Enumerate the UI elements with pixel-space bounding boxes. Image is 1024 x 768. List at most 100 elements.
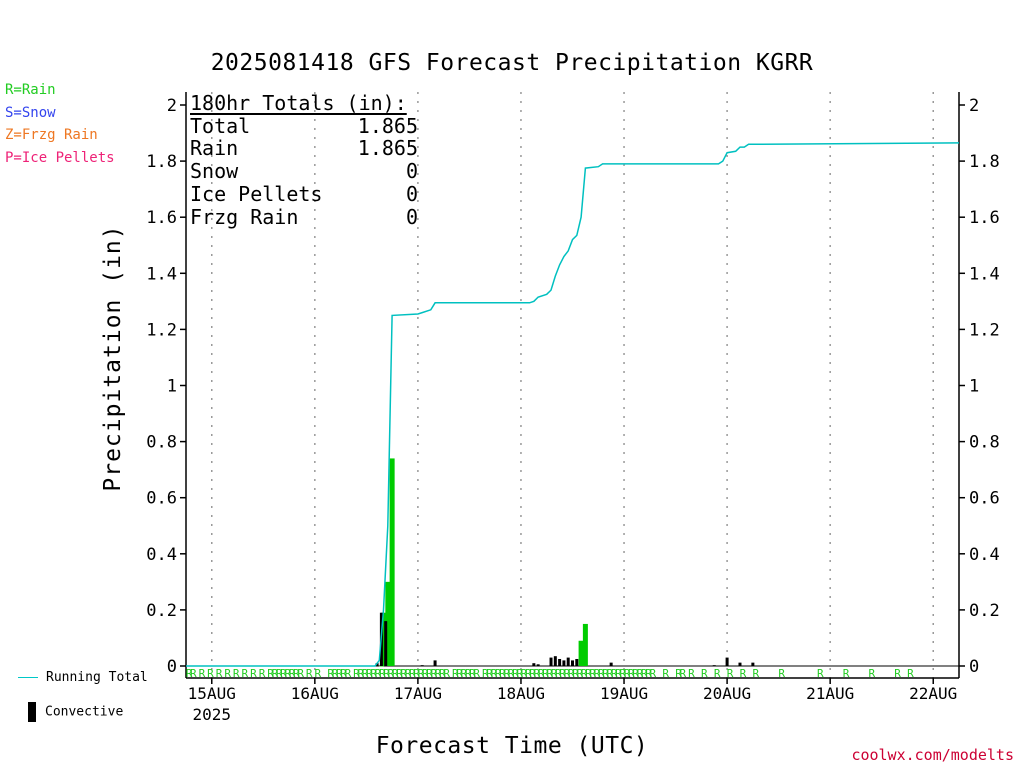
ptype-marker: R xyxy=(405,667,412,680)
ptype-marker: R xyxy=(439,667,446,680)
totals-value: 0 xyxy=(405,181,418,206)
y-tick-label: 0 xyxy=(167,657,177,677)
convective-bar xyxy=(536,664,540,666)
ptype-marker: R xyxy=(649,667,656,680)
ptype-marker: R xyxy=(388,667,395,680)
x-tick-label: 17AUG xyxy=(394,684,442,703)
ptype-marker: R xyxy=(340,667,347,680)
ptype-marker: R xyxy=(357,667,364,680)
ptype-marker: R xyxy=(190,667,197,680)
ptype-marker: R xyxy=(701,667,708,680)
ptype-marker: R xyxy=(503,667,510,680)
y-tick-label-right: 1.4 xyxy=(969,264,1000,284)
ptype-marker: R xyxy=(907,667,914,680)
convective-legend: Convective xyxy=(18,702,123,722)
ptype-marker: R xyxy=(469,667,476,680)
convective-bar xyxy=(575,658,579,666)
ptype-marker: R xyxy=(740,667,747,680)
convective-bar xyxy=(553,656,557,666)
ptype-marker: R xyxy=(894,667,901,680)
legend-snow: S=Snow xyxy=(5,104,56,121)
ptype-marker: R xyxy=(615,667,622,680)
x-tick-label: 15AUG xyxy=(188,684,236,703)
ptype-marker: R xyxy=(259,667,266,680)
ptype-marker: R xyxy=(641,667,648,680)
ptype-marker: R xyxy=(598,667,605,680)
chart-title: 2025081418 GFS Forecast Precipitation KG… xyxy=(210,50,814,76)
convective-bar xyxy=(562,660,566,666)
y-tick-label-right: 0.6 xyxy=(969,489,1000,509)
convective-bar xyxy=(558,658,562,666)
ptype-marker: R xyxy=(688,667,695,680)
ptype-marker: R xyxy=(435,667,442,680)
ptype-marker: R xyxy=(619,667,626,680)
y-tick-label-right: 0.8 xyxy=(969,433,1000,453)
x-tick-label: 19AUG xyxy=(600,684,648,703)
y-tick-label-right: 0.4 xyxy=(969,545,1000,565)
ptype-marker: R xyxy=(551,667,558,680)
convective-bar xyxy=(751,662,755,666)
ptype-marker: R xyxy=(714,667,721,680)
convective-bar xyxy=(433,660,437,666)
totals-label: Snow xyxy=(190,159,239,184)
convective-swatch xyxy=(28,702,36,722)
ptype-marker: R xyxy=(482,667,489,680)
ptype-marker: R xyxy=(332,667,339,680)
x-axis-label: Forecast Time (UTC) xyxy=(375,733,649,759)
ptype-marker: R xyxy=(525,667,532,680)
ptype-marker: R xyxy=(418,667,425,680)
ptype-marker: R xyxy=(508,667,515,680)
legend-rain: R=Rain xyxy=(5,82,56,98)
precip-type-legend: R=Rain S=Snow Z=Frzg Rain P=Ice Pellets xyxy=(5,79,115,169)
y-tick-label-right: 2 xyxy=(969,96,979,116)
ptype-marker: R xyxy=(542,667,549,680)
convective-bar xyxy=(712,665,716,667)
ptype-marker: R xyxy=(534,667,541,680)
rain-bar xyxy=(381,612,387,666)
running-total-label: Running Total xyxy=(46,670,148,685)
ptype-marker: R xyxy=(817,667,824,680)
ptype-marker: R xyxy=(413,667,420,680)
convective-bar xyxy=(571,660,574,666)
ptype-marker: R xyxy=(589,667,596,680)
ptype-marker: R xyxy=(297,667,304,680)
ptype-marker: R xyxy=(727,667,734,680)
ptype-marker: R xyxy=(869,667,876,680)
ptype-marker: R xyxy=(400,667,407,680)
convective-bar xyxy=(566,657,570,666)
ptype-marker: R xyxy=(353,667,360,680)
ptype-marker: R xyxy=(375,667,382,680)
ptype-marker: R xyxy=(336,667,343,680)
x-tick-label: 18AUG xyxy=(497,684,545,703)
ptype-marker: R xyxy=(753,667,760,680)
ptype-marker: R xyxy=(276,667,283,680)
y-tick-label-right: 1.6 xyxy=(969,208,1000,228)
ptype-marker: R xyxy=(293,667,300,680)
x-tick-label: 21AUG xyxy=(806,684,854,703)
totals-row-freezing-rain: Frzg Rain 0 xyxy=(190,205,418,229)
ptype-marker: R xyxy=(233,667,240,680)
rain-bar xyxy=(385,581,391,666)
ptype-marker: R xyxy=(345,667,352,680)
ptype-marker: R xyxy=(452,667,459,680)
y-tick-label: 0.2 xyxy=(146,601,177,621)
ptype-marker: R xyxy=(370,667,377,680)
ptype-marker: R xyxy=(632,667,639,680)
ptype-marker: R xyxy=(572,667,579,680)
ptype-marker: R xyxy=(516,667,523,680)
ptype-marker: R xyxy=(280,667,287,680)
running-total-line xyxy=(186,142,960,667)
ptype-marker: R xyxy=(662,667,669,680)
ptype-marker: R xyxy=(461,667,468,680)
ptype-marker: R xyxy=(637,667,644,680)
y-tick-label-right: 0 xyxy=(969,657,979,677)
y-tick-label-right: 1 xyxy=(969,377,979,397)
legend-ice-pellets: P=Ice Pellets xyxy=(5,149,115,166)
ptype-marker: R xyxy=(250,667,257,680)
convective-bar xyxy=(738,662,742,666)
y-tick-label: 1.8 xyxy=(146,152,177,172)
ptype-marker: R xyxy=(392,667,399,680)
ptype-marker: R xyxy=(430,667,437,680)
